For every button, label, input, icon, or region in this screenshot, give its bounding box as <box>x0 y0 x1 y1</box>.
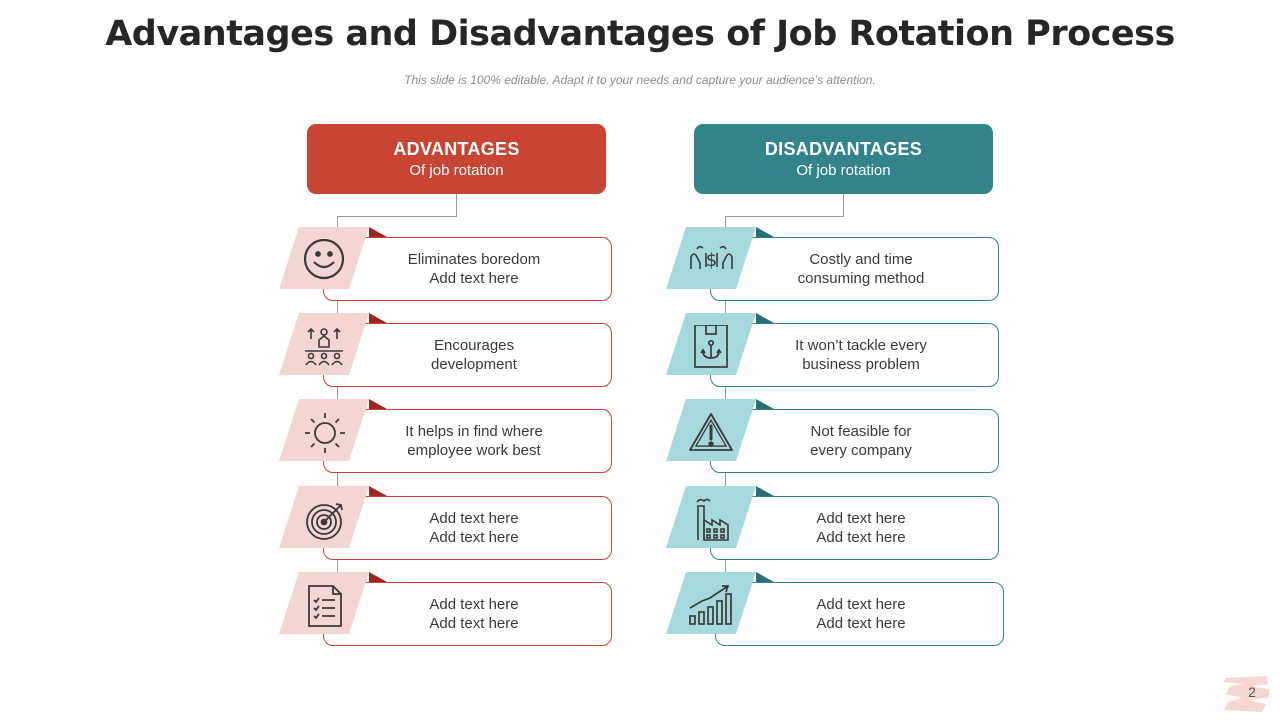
advantages-header-subtitle: Of job rotation <box>409 162 504 179</box>
advantage-item-line1: Encourages <box>433 337 515 354</box>
advantages-header-title: ADVANTAGES <box>393 139 520 159</box>
advantage-item-text: Add text here Add text here <box>349 582 599 646</box>
disadvantage-item-line2: Add text here <box>816 529 906 546</box>
disadvantage-item-line2: business problem <box>802 356 920 373</box>
advantage-item-text: Eliminates boredom Add text here <box>349 237 599 301</box>
connector-line <box>337 216 457 217</box>
growth-chart-icon <box>688 584 738 634</box>
advantage-item-text: It helps in find where employee work bes… <box>349 409 599 473</box>
money-hands-icon: $ <box>688 239 738 289</box>
page-number: 2 <box>1248 684 1256 700</box>
disadvantage-tab-shape <box>666 227 774 301</box>
advantage-tab-shape <box>279 572 387 646</box>
disadvantage-tab-shape <box>666 486 774 560</box>
slide-title: Advantages and Disadvantages of Job Rota… <box>105 14 1175 54</box>
connector-line <box>843 194 844 216</box>
disadvantage-item-line2: every company <box>810 442 912 459</box>
checklist-document-icon <box>301 584 351 634</box>
advantage-item-box <box>323 582 612 646</box>
advantage-item-line1: It helps in find where <box>405 423 543 440</box>
advantage-item-line2: employee work best <box>407 442 541 459</box>
advantage-item-box <box>323 323 612 387</box>
disadvantage-item-line1: Not feasible for <box>810 423 912 440</box>
disadvantage-item-text: It won’t tackle every business problem <box>736 323 986 387</box>
disadvantage-tab-shape <box>666 313 774 387</box>
advantage-item-text: Encourages development <box>349 323 599 387</box>
box-anchor-icon <box>688 325 738 375</box>
warning-icon <box>688 411 738 461</box>
svg-text:$: $ <box>706 250 717 271</box>
advantage-item-text: Add text here Add text here <box>349 496 599 560</box>
advantage-tab-shape <box>279 313 387 387</box>
advantage-item-line2: Add text here <box>429 615 519 632</box>
disadvantages-header-subtitle: Of job rotation <box>796 162 891 179</box>
brush-stroke-icon <box>1224 676 1270 712</box>
advantage-tab-shape <box>279 399 387 473</box>
sun-icon <box>301 411 351 461</box>
advantage-item-line1: Add text here <box>429 596 519 613</box>
advantages-header: ADVANTAGES Of job rotation <box>307 124 606 194</box>
connector-line <box>456 194 457 216</box>
disadvantage-item-text: Not feasible for every company <box>736 409 986 473</box>
advantage-item-line2: Add text here <box>429 270 519 287</box>
disadvantage-item-box <box>710 237 999 301</box>
advantage-tab-shape <box>279 227 387 301</box>
disadvantage-item-text: Costly and time consuming method <box>736 237 986 301</box>
advantage-tab-shape <box>279 486 387 560</box>
disadvantage-item-line2: Add text here <box>816 615 906 632</box>
page-number-badge: 2 <box>1222 674 1272 714</box>
advantage-item-line1: Eliminates boredom <box>407 251 541 268</box>
advantage-item-box <box>323 409 612 473</box>
disadvantage-item-box <box>710 323 999 387</box>
connector-line <box>725 216 844 217</box>
disadvantage-item-line2: consuming method <box>797 270 925 287</box>
disadvantage-tab-shape <box>666 572 774 646</box>
disadvantage-item-text: Add text here Add text here <box>736 496 986 560</box>
target-icon <box>301 498 351 548</box>
team-growth-icon <box>301 325 351 375</box>
disadvantage-item-line1: Costly and time <box>809 251 913 268</box>
disadvantage-item-box <box>715 582 1004 646</box>
smiley-icon <box>301 239 351 289</box>
slide-subtitle: This slide is 100% editable. Adapt it to… <box>404 73 876 87</box>
factory-icon <box>688 498 738 548</box>
disadvantage-item-line1: Add text here <box>816 596 906 613</box>
disadvantage-item-box <box>710 409 999 473</box>
disadvantage-item-text: Add text here Add text here <box>736 582 986 646</box>
advantage-item-box <box>323 237 612 301</box>
advantage-item-line1: Add text here <box>429 510 519 527</box>
disadvantages-header: DISADVANTAGES Of job rotation <box>694 124 993 194</box>
advantage-item-line2: development <box>431 356 517 373</box>
advantage-item-line2: Add text here <box>429 529 519 546</box>
disadvantage-item-box <box>710 496 999 560</box>
disadvantage-item-line1: Add text here <box>816 510 906 527</box>
advantage-item-box <box>323 496 612 560</box>
disadvantage-item-line1: It won’t tackle every <box>795 337 927 354</box>
disadvantages-header-title: DISADVANTAGES <box>764 139 923 159</box>
